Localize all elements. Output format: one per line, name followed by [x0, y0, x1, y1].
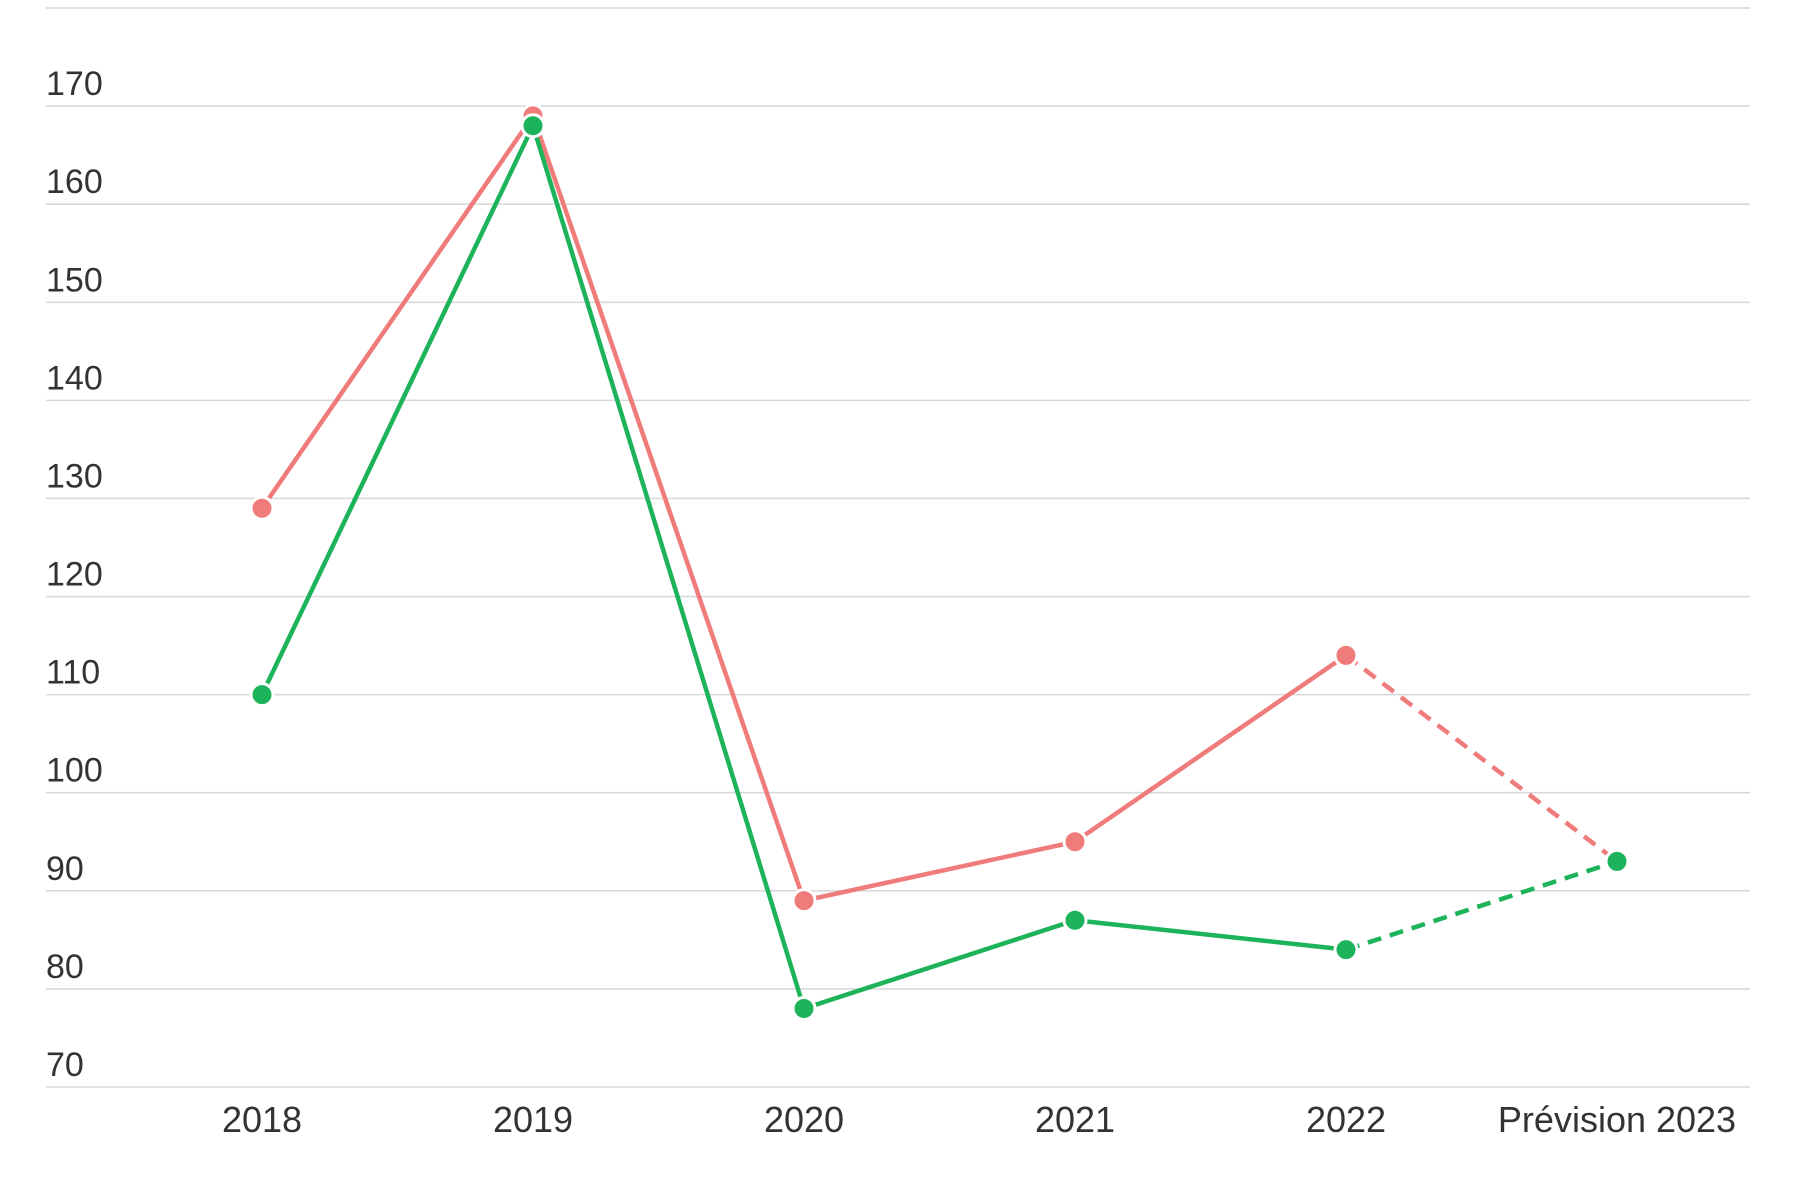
x-tick-label: 2020	[764, 1099, 844, 1140]
series-line-forecast	[1344, 653, 1619, 864]
y-tick-label: 80	[46, 948, 84, 986]
data-point-prévision-2023	[1604, 848, 1630, 874]
data-point-2020	[791, 996, 817, 1022]
series-line-actual	[259, 123, 1349, 1011]
series-2	[249, 113, 1630, 1022]
data-point-2022	[1333, 937, 1359, 963]
data-point-2021	[1062, 907, 1088, 933]
data-point-2018	[249, 495, 275, 521]
x-tick-label: 2018	[222, 1099, 302, 1140]
data-point-2018	[249, 682, 275, 708]
series-line-actual	[259, 113, 1349, 903]
x-tick-label: Prévision 2023	[1498, 1099, 1736, 1140]
y-tick-label: 120	[46, 556, 103, 594]
data-point-2021	[1062, 829, 1088, 855]
y-tick-label: 100	[46, 752, 103, 790]
y-axis-ticks: 70 80 90 100 110 120 130 140 150 160 170	[46, 65, 103, 1084]
grid-layer	[46, 7, 1750, 1088]
data-point-2019	[520, 113, 546, 139]
y-tick-label: 150	[46, 261, 103, 299]
x-tick-label: 2022	[1306, 1099, 1386, 1140]
y-tick-label: 110	[46, 654, 100, 692]
y-tick-label: 90	[46, 850, 84, 888]
y-tick-label: 70	[46, 1046, 84, 1084]
series-1	[249, 103, 1630, 914]
y-tick-label: 160	[46, 163, 103, 201]
series-layer	[249, 103, 1630, 1022]
y-tick-label: 130	[46, 457, 103, 495]
y-tick-label: 140	[46, 359, 103, 397]
x-tick-label: 2021	[1035, 1099, 1115, 1140]
y-tick-label: 170	[46, 65, 103, 103]
data-point-2022	[1333, 642, 1359, 668]
data-point-2020	[791, 888, 817, 914]
x-tick-label: 2019	[493, 1099, 573, 1140]
x-axis-ticks: 2018 2019 2020 2021 2022 Prévision 2023	[222, 1099, 1736, 1140]
series-line-forecast	[1345, 859, 1618, 952]
